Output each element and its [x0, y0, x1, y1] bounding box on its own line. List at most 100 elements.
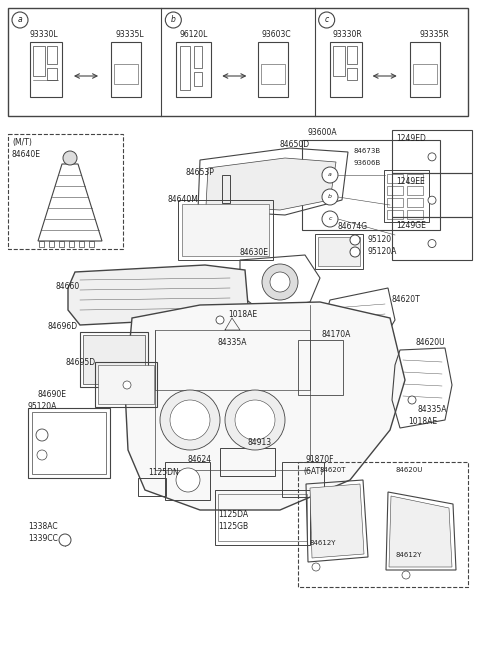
Text: 84640M: 84640M [168, 195, 199, 204]
Text: 84612Y: 84612Y [310, 540, 336, 546]
Circle shape [322, 167, 338, 183]
Bar [180, 46, 191, 90]
Bar [176, 42, 211, 97]
Text: 93600A: 93600A [307, 128, 336, 137]
Bar [8, 134, 123, 249]
Bar [30, 42, 62, 97]
Bar [194, 72, 203, 86]
Bar [39, 241, 44, 247]
Circle shape [170, 400, 210, 440]
Bar [330, 42, 361, 97]
Text: 84620U: 84620U [396, 467, 423, 473]
Text: 1125DA: 1125DA [218, 510, 248, 519]
Circle shape [312, 563, 320, 571]
Bar [387, 210, 403, 219]
Text: 93330R: 93330R [333, 30, 362, 39]
Text: a: a [18, 16, 22, 24]
Circle shape [165, 12, 181, 28]
Bar [347, 46, 357, 64]
Bar [392, 173, 472, 216]
Text: 96120L: 96120L [180, 30, 208, 39]
Text: 84673B: 84673B [354, 148, 381, 154]
Circle shape [402, 571, 410, 579]
Circle shape [262, 264, 298, 300]
Bar [28, 408, 110, 478]
Circle shape [37, 450, 47, 460]
Circle shape [350, 247, 360, 257]
Text: 84690E: 84690E [38, 390, 67, 399]
Circle shape [322, 211, 338, 227]
Circle shape [235, 400, 275, 440]
Bar [407, 174, 423, 183]
Text: (6AT): (6AT) [303, 467, 323, 476]
Text: 93335L: 93335L [115, 30, 144, 39]
Text: (M/T): (M/T) [12, 138, 32, 147]
Bar [114, 64, 138, 84]
Text: 84630E: 84630E [240, 248, 269, 257]
Circle shape [225, 390, 285, 450]
Text: 1249GE: 1249GE [396, 220, 426, 230]
Text: 1338AC: 1338AC [28, 522, 58, 531]
Text: 84612Y: 84612Y [396, 552, 422, 558]
Bar [384, 170, 429, 222]
Bar [95, 362, 157, 407]
Text: a: a [328, 172, 332, 178]
Text: 84650D: 84650D [280, 140, 310, 149]
Text: 95120: 95120 [368, 235, 392, 244]
Text: 1125GB: 1125GB [218, 522, 248, 531]
Text: 84620U: 84620U [415, 338, 444, 347]
Bar [333, 46, 345, 76]
Bar [79, 241, 84, 247]
Circle shape [428, 153, 436, 161]
Bar [155, 330, 310, 390]
Text: b: b [328, 195, 332, 199]
Bar [407, 186, 423, 195]
Bar [49, 241, 54, 247]
Bar [392, 216, 472, 260]
Text: 93335R: 93335R [420, 30, 449, 39]
Text: 95120A: 95120A [28, 402, 58, 411]
Bar [178, 200, 273, 260]
Bar [261, 64, 285, 84]
Polygon shape [389, 496, 452, 567]
Text: 1018AE: 1018AE [228, 310, 257, 319]
Bar [315, 234, 363, 269]
Bar [407, 198, 423, 207]
Text: 95120A: 95120A [368, 247, 397, 256]
Bar [218, 494, 307, 541]
Text: 84913: 84913 [248, 438, 272, 447]
Bar [347, 68, 357, 80]
Text: 84660: 84660 [55, 282, 79, 291]
Bar [47, 46, 57, 64]
Text: 1018AE: 1018AE [408, 417, 437, 426]
Circle shape [63, 151, 77, 165]
Text: 84674G: 84674G [338, 222, 368, 231]
Bar [111, 42, 141, 97]
Text: c: c [324, 16, 329, 24]
Bar [98, 365, 154, 404]
Bar [413, 64, 437, 84]
Circle shape [12, 12, 28, 28]
Bar [138, 478, 166, 496]
Text: 84695D: 84695D [65, 358, 95, 367]
Circle shape [59, 534, 71, 546]
Bar [47, 68, 57, 80]
Bar [83, 335, 145, 384]
Bar [222, 175, 230, 203]
Bar [59, 241, 64, 247]
Circle shape [428, 196, 436, 204]
Circle shape [160, 390, 220, 450]
Bar [165, 462, 210, 500]
Bar [298, 462, 468, 587]
Polygon shape [68, 265, 248, 325]
Bar [215, 490, 310, 545]
Bar [258, 42, 288, 97]
Text: 84335A: 84335A [218, 338, 248, 347]
Circle shape [428, 240, 436, 247]
Bar [80, 332, 148, 387]
Circle shape [322, 189, 338, 205]
Bar [69, 241, 74, 247]
Polygon shape [125, 302, 405, 510]
Bar [33, 46, 45, 76]
Circle shape [319, 12, 335, 28]
